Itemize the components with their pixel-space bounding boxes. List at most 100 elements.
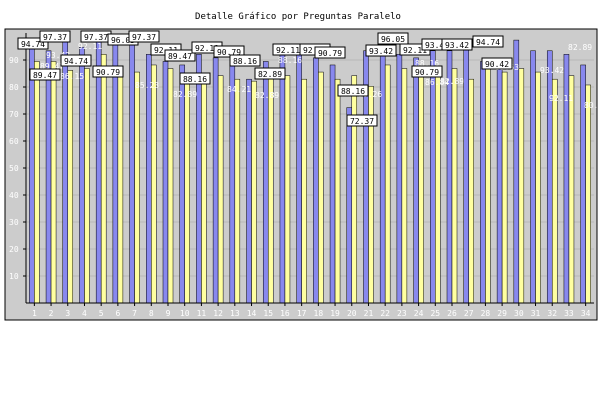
faint-value-label: 80.26 [358,90,382,99]
value-label: 82.89 [258,70,282,79]
bar-series-a [513,39,520,304]
faint-value-label: 92.11 [549,94,573,103]
faint-value-label: 84.21 [227,85,251,94]
bar-series-b [50,61,57,304]
x-tick-label: 4 [82,309,87,318]
x-tick-label: 7 [132,309,137,318]
bar-series-a [279,54,286,304]
bar-series-b [318,71,324,304]
bar-series-a [45,50,52,304]
faint-value-labels: 89.47 93.42 86.15 92.11 85.23 82.89 84.21 82.89… [40,42,600,110]
bar-series-b [568,75,575,304]
bar-series-a [346,107,353,304]
value-label: 97.37 [132,33,156,42]
faint-value-label: 85.23 [135,81,159,90]
faint-value-label: 86.84 [425,78,449,87]
value-label: 90.42 [485,60,509,69]
faint-value-label: 93.42 [46,51,70,60]
bar-series-a [530,50,536,304]
value-label: 96.05 [111,36,135,45]
bar-series-b [67,70,74,304]
value-label-box [128,30,160,43]
bar-series-a [396,54,403,304]
value-label: 93.42 [445,41,469,50]
bars [29,39,591,304]
value-label-box [441,38,473,51]
value-label: 93.42 [369,47,393,56]
bar-series-b [184,78,190,304]
bar-series-b [217,75,224,304]
faint-value-label: 82.89 [173,90,197,99]
x-tick-label: 15 [263,309,273,318]
bar-series-a [446,50,453,304]
value-label-box [17,37,49,50]
x-tick-label: 3 [65,309,70,318]
bar-series-b [384,64,391,304]
x-tick-label: 16 [280,309,290,318]
bar-series-a [79,46,85,304]
x-tick-label: 24 [414,309,424,318]
x-tick-label: 11 [197,309,207,318]
x-tick-label: 1 [32,309,37,318]
bar-series-b [301,78,307,304]
bar-series-a [95,39,102,304]
bar-series-b [201,75,207,304]
axes [25,33,594,304]
bar-series-b [151,64,157,304]
value-label-box [92,65,124,78]
x-tick-label: 31 [531,309,541,318]
value-label-box [472,35,504,48]
value-label-box [60,54,92,67]
value-label: 94.74 [64,57,88,66]
value-label: 97.37 [43,33,67,42]
y-tick-label: 80 [9,83,19,92]
bar-series-a [229,64,236,304]
bar-series-b [401,68,408,304]
y-tick-label: 60 [9,137,19,146]
bar-series-a [563,54,570,304]
bar-series-b [435,68,441,304]
bar-series-b [485,64,491,304]
bar-series-a [430,50,436,304]
bar-series-b [535,71,541,304]
bar-series-a [162,61,169,304]
bar-series-b [117,68,124,304]
value-labels: 94.7489.4797.3794.7497.3790.7996.0597.37… [17,30,513,127]
x-tick-label: 33 [564,309,574,318]
x-tick-label: 29 [497,309,507,318]
x-tick-label: 17 [297,309,307,318]
bar-series-a [246,78,252,304]
chart-title: Detalle Gráfico por Preguntas Paralelo [195,12,401,22]
y-tick-label: 90 [9,56,19,65]
value-label-box [365,44,397,57]
bar-series-b [451,68,458,304]
value-label: 97.37 [84,33,108,42]
value-label-box [481,57,513,70]
value-label-box [229,54,261,67]
bar-series-b [34,61,40,304]
value-label-box [213,45,245,58]
bar-series-b [501,71,508,304]
bar-series-b [585,84,591,304]
bar-series-b [84,68,90,304]
y-tick-label: 30 [9,218,19,227]
x-tick-label: 28 [481,309,491,318]
value-label-box [29,68,61,81]
x-tick-label: 12 [213,309,223,318]
faint-value-label: 89.47 [40,62,64,71]
bar-series-a [196,54,202,304]
value-label-box [346,114,378,127]
y-tick-label: 10 [9,272,19,281]
y-tick-label: 70 [9,110,19,119]
x-tick-label: 27 [464,309,474,318]
value-label: 90.79 [96,68,120,77]
x-tick-label: 19 [330,309,340,318]
bar-series-b [351,75,358,304]
bar-series-a [29,46,35,304]
x-tick-label: 23 [397,309,407,318]
x-tick-label: 6 [115,309,120,318]
bar-series-b [134,71,140,304]
x-tick-label: 18 [314,309,324,318]
x-tick-label: 9 [166,309,171,318]
value-label-box [411,65,443,78]
